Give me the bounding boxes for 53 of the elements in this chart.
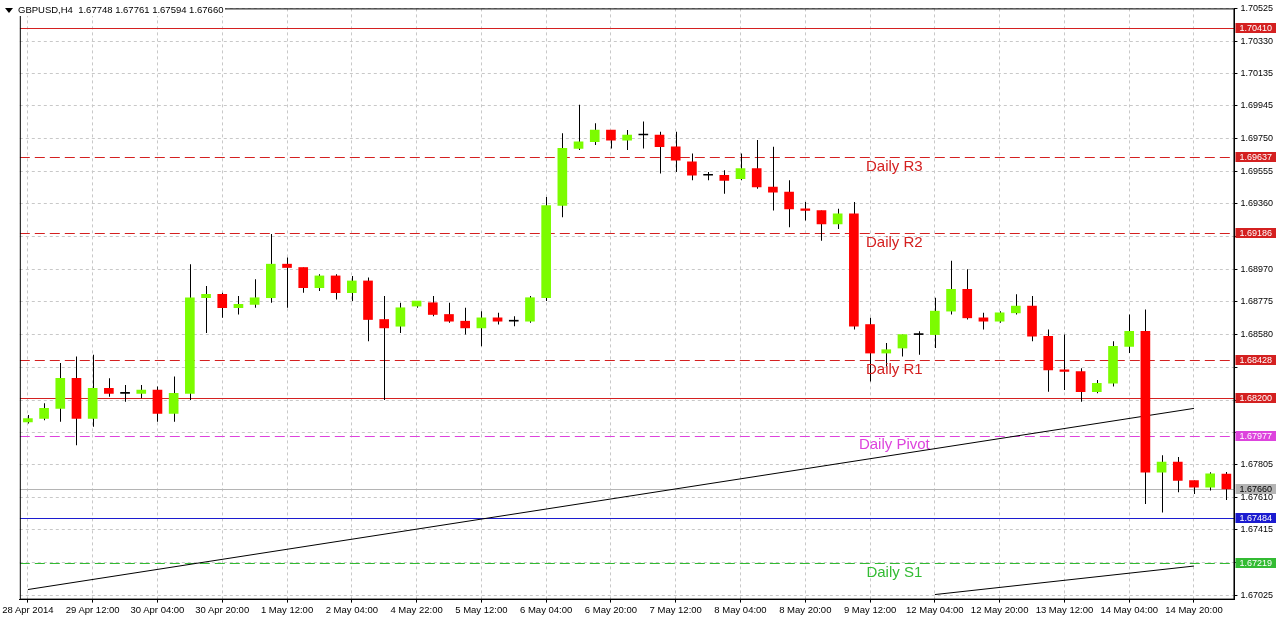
ref-line-label: Daily R3: [866, 156, 923, 174]
candlestick: [1059, 334, 1070, 390]
y-tick-label: 1.68970: [1240, 263, 1274, 274]
candlestick: [379, 296, 390, 401]
y-tick-label: 1.69555: [1240, 165, 1274, 176]
x-tick-label: 9 May 12:00: [843, 603, 897, 615]
y-tick-label: 1.70525: [1240, 2, 1274, 13]
y-tick-label: 1.67610: [1240, 491, 1274, 502]
y-tick-label: 1.70330: [1240, 35, 1274, 46]
text: 1.67977: [1239, 430, 1273, 441]
x-tick-label: 13 May 12:00: [1035, 603, 1094, 615]
y-tick-label: 1.69360: [1240, 198, 1274, 209]
y-tick-label: 1.69945: [1240, 100, 1274, 111]
x-tick-label: 6 May 20:00: [584, 603, 638, 615]
text: 1.67484: [1239, 512, 1273, 523]
x-tick-label: 12 May 20:00: [970, 603, 1029, 615]
x-tick-label: 7 May 12:00: [649, 603, 702, 615]
text: 1.69186: [1239, 227, 1273, 238]
x-tick-label: 2 May 04:00: [325, 603, 378, 615]
chart-title: GBPUSD,H4 1.67748 1.67761 1.67594 1.67660: [16, 4, 226, 16]
y-tick-label: 1.67025: [1240, 589, 1274, 600]
candlestick: [201, 285, 211, 333]
x-tick-label: 29 Apr 12:00: [65, 603, 120, 615]
x-tick-label: 5 May 12:00: [455, 603, 508, 615]
x-tick-label: 8 May 04:00: [714, 603, 767, 615]
candlestick: [913, 331, 924, 355]
x-tick-label: 30 Apr 20:00: [195, 603, 250, 615]
ref-line-label: Daily S1: [866, 562, 923, 580]
candlestick: [282, 257, 292, 308]
x-tick-label: 30 Apr 04:00: [130, 603, 185, 615]
y-tick-label: 1.68775: [1240, 296, 1274, 307]
x-tick-label: 6 May 04:00: [520, 603, 573, 615]
x-tick-label: 8 May 20:00: [779, 603, 832, 615]
candlestick: [768, 146, 778, 211]
ref-line-label: Daily Pivot: [858, 435, 931, 453]
x-tick-label: 12 May 04:00: [906, 603, 964, 615]
x-tick-label: 1 May 12:00: [260, 603, 314, 615]
y-tick-label: 1.69750: [1240, 132, 1274, 143]
x-tick-label: 14 May 04:00: [1100, 603, 1158, 615]
text: 1.69637: [1239, 151, 1273, 162]
text: 1.67219: [1239, 557, 1273, 568]
y-tick-label: 1.68580: [1240, 329, 1274, 340]
text: 1.68428: [1239, 354, 1273, 365]
x-tick-label: 4 May 22:00: [390, 603, 443, 615]
x-tick-label: 14 May 20:00: [1165, 603, 1223, 615]
ref-line-label: Daily R2: [866, 232, 923, 250]
text: 1.68200: [1239, 392, 1273, 403]
x-tick-label: 28 Apr 2014: [2, 603, 54, 615]
y-tick-label: 1.67415: [1240, 524, 1274, 535]
text: 1.70410: [1239, 22, 1273, 33]
y-tick-label: 1.70135: [1240, 68, 1274, 79]
text: 1.67660: [1239, 483, 1273, 494]
y-tick-label: 1.67805: [1240, 459, 1274, 470]
